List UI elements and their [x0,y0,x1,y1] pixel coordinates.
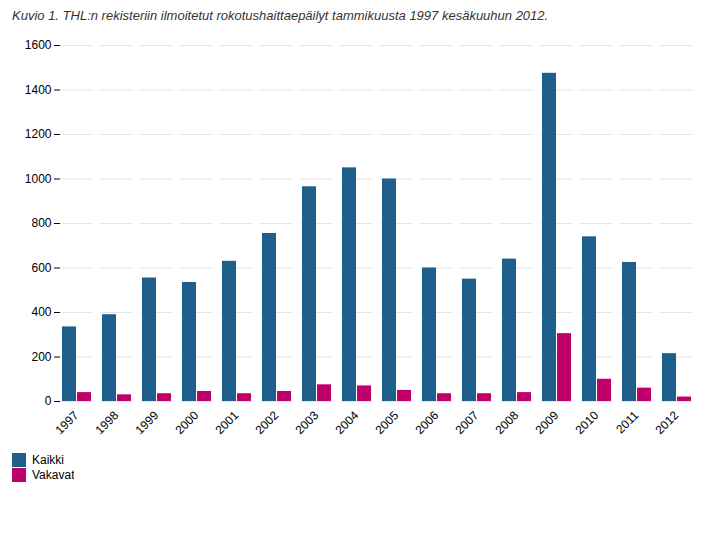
svg-text:2004: 2004 [333,408,362,437]
svg-text:400: 400 [31,305,51,319]
svg-text:1997: 1997 [53,408,82,437]
svg-text:1400: 1400 [25,83,52,97]
svg-text:1998: 1998 [93,408,122,437]
svg-text:2003: 2003 [293,408,322,437]
svg-text:2006: 2006 [413,408,442,437]
svg-text:2011: 2011 [613,408,641,436]
svg-text:2005: 2005 [373,408,402,437]
svg-text:1000: 1000 [25,172,52,186]
svg-text:2002: 2002 [253,408,282,437]
html-text:Kuvio 1. THL:n rekisteriin ilm: Kuvio 1. THL:n rekisteriin ilmoitetut ro… [12,8,549,23]
svg-text:600: 600 [31,261,51,275]
svg-text:2010: 2010 [573,408,602,437]
svg-text:2000: 2000 [173,408,202,437]
html-text:Vakavat: Vakavat [32,467,75,482]
svg-text:200: 200 [31,350,51,364]
svg-text:800: 800 [31,216,51,230]
svg-text:2012: 2012 [653,408,682,437]
svg-text:0: 0 [45,394,52,408]
svg-text:2008: 2008 [493,408,522,437]
svg-text:1999: 1999 [133,408,162,437]
svg-text:1600: 1600 [25,38,52,52]
svg-text:2009: 2009 [533,408,562,437]
svg-text:2001: 2001 [213,408,242,437]
svg-text:2007: 2007 [453,408,482,437]
svg-text:1200: 1200 [25,127,52,141]
html-text:Kaikki: Kaikki [32,452,64,467]
